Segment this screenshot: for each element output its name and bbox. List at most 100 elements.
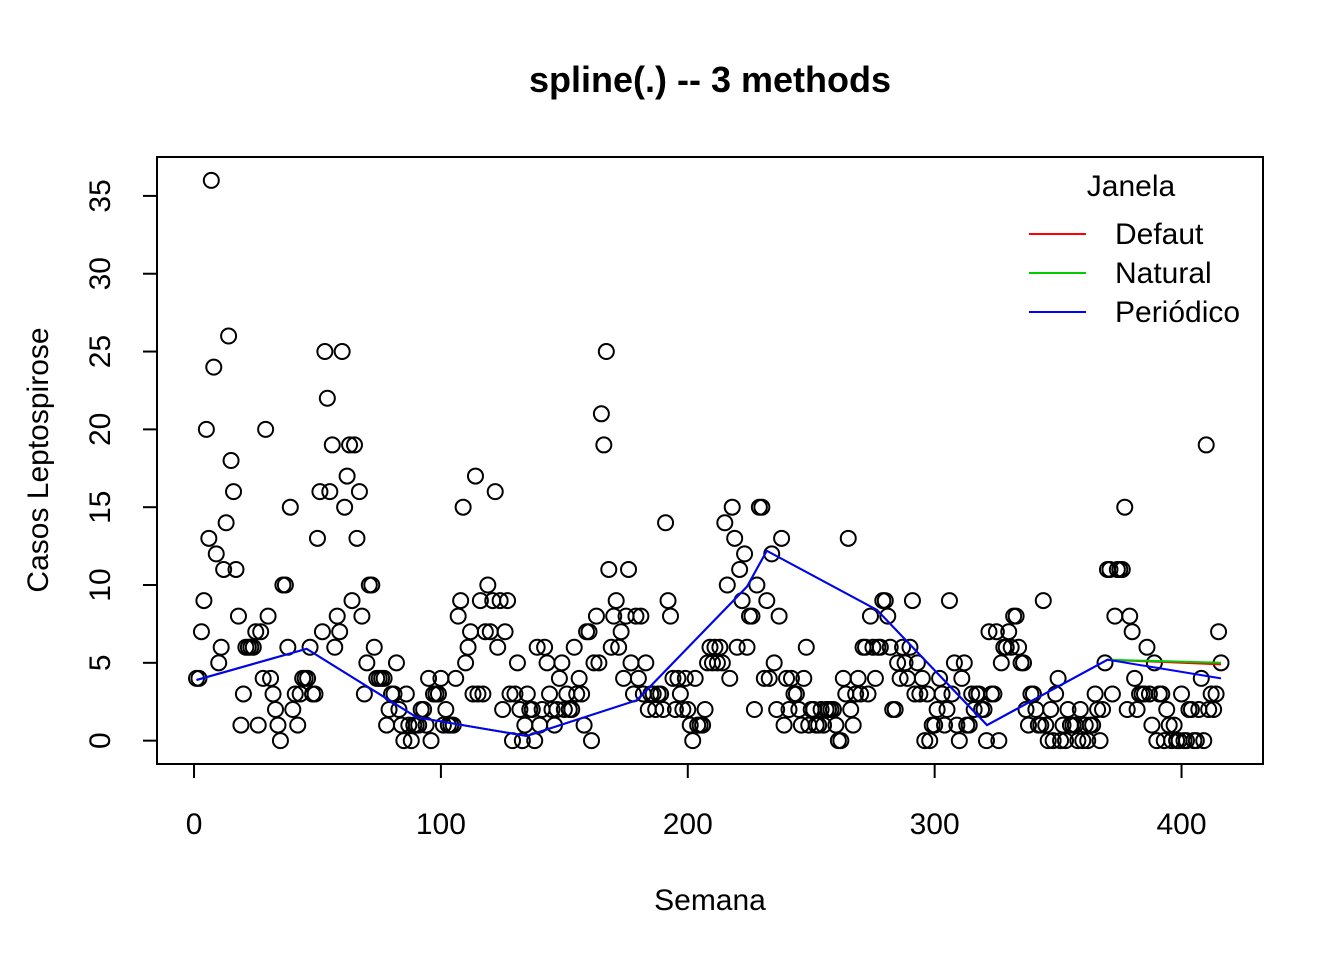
data-point: [975, 701, 993, 719]
data-point: [1158, 701, 1176, 719]
data-point: [913, 669, 931, 687]
y-tick-label: 35: [84, 179, 117, 212]
y-axis: 0 5 10 15 20 25 30 35: [84, 179, 158, 749]
data-point: [891, 669, 909, 687]
y-tick-label: 30: [84, 257, 117, 290]
data-point: [1019, 716, 1037, 734]
data-point: [316, 343, 334, 361]
data-point: [385, 685, 403, 703]
legend: Janela Defaut Natural Periódico: [1029, 170, 1240, 329]
data-point: [797, 638, 815, 656]
data-point: [1044, 732, 1062, 750]
data-point: [1128, 701, 1146, 719]
data-point: [1177, 732, 1195, 750]
data-point: [1153, 685, 1171, 703]
data-point: [1086, 685, 1104, 703]
data-point: [215, 560, 233, 578]
data-point: [563, 701, 581, 719]
data-point: [1094, 701, 1112, 719]
data-point: [620, 560, 638, 578]
data-point: [276, 576, 294, 594]
data-point: [731, 560, 749, 578]
data-point: [849, 669, 867, 687]
data-point: [773, 529, 791, 547]
data-point: [1182, 701, 1200, 719]
y-tick-label: 0: [84, 732, 117, 749]
data-point: [553, 654, 571, 672]
data-point: [950, 732, 968, 750]
data-point: [479, 576, 497, 594]
data-point: [1187, 732, 1205, 750]
data-point: [501, 685, 519, 703]
data-point: [1027, 701, 1045, 719]
data-point: [686, 669, 704, 687]
data-point: [343, 592, 361, 610]
data-point: [341, 436, 359, 454]
data-point: [190, 669, 208, 687]
data-point: [197, 420, 215, 438]
data-point: [1032, 716, 1050, 734]
data-point: [301, 638, 319, 656]
data-point: [839, 529, 857, 547]
data-point: [1089, 701, 1107, 719]
data-point: [978, 732, 995, 750]
data-point: [375, 669, 393, 687]
chart-title: spline(.) -- 3 methods: [529, 59, 891, 100]
y-axis-label: Casos Leptospirose: [22, 327, 55, 592]
data-point: [933, 685, 951, 703]
data-point: [457, 654, 475, 672]
data-point: [864, 638, 882, 656]
data-point: [464, 685, 482, 703]
spline-lines: [196, 549, 1222, 738]
data-point: [299, 669, 317, 687]
data-point: [355, 685, 373, 703]
data-point: [452, 592, 470, 610]
data-point: [1034, 592, 1052, 610]
legend-label: Natural: [1115, 257, 1212, 290]
data-point: [1126, 669, 1144, 687]
data-point: [486, 483, 504, 501]
data-point: [1057, 732, 1074, 750]
data-point: [528, 638, 546, 656]
data-point: [928, 701, 946, 719]
data-point: [745, 701, 763, 719]
data-point: [612, 623, 630, 641]
data-point: [916, 732, 934, 750]
data-point: [252, 623, 270, 641]
data-point: [1007, 607, 1025, 625]
data-point: [207, 545, 225, 563]
data-point: [736, 545, 754, 563]
data-point: [903, 592, 921, 610]
data-point: [229, 607, 247, 625]
data-point: [1084, 716, 1102, 734]
data-point: [879, 607, 897, 625]
data-point: [474, 685, 492, 703]
data-point: [469, 685, 487, 703]
data-point: [602, 638, 620, 656]
data-point: [321, 483, 339, 501]
data-point: [289, 716, 307, 734]
data-point: [713, 654, 731, 672]
data-point: [459, 638, 477, 656]
data-point: [1069, 732, 1087, 750]
legend-label: Defaut: [1115, 218, 1204, 251]
data-point: [422, 732, 440, 750]
data-point: [622, 654, 640, 672]
data-point: [192, 623, 210, 641]
data-point: [323, 436, 341, 454]
data-point: [587, 607, 605, 625]
data-point: [286, 685, 304, 703]
data-point: [247, 623, 265, 641]
data-point: [871, 638, 889, 656]
data-point: [738, 638, 756, 656]
data-point: [664, 669, 682, 687]
data-point: [1002, 638, 1020, 656]
data-point: [264, 685, 282, 703]
data-point: [595, 436, 613, 454]
data-point: [1121, 607, 1139, 625]
data-point: [420, 669, 438, 687]
data-point: [1113, 560, 1131, 578]
data-point: [284, 701, 302, 719]
data-point: [960, 716, 978, 734]
data-point: [674, 701, 692, 719]
